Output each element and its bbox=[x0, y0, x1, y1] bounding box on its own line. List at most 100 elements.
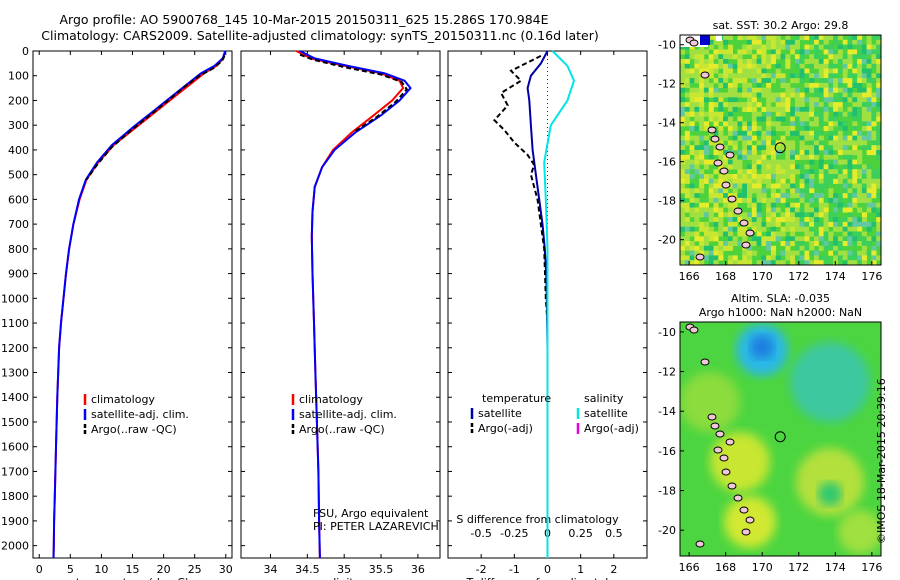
map-cell bbox=[842, 250, 848, 256]
map-cell bbox=[718, 193, 724, 199]
map-cell bbox=[727, 164, 733, 170]
map-cell bbox=[852, 145, 858, 151]
map-cell bbox=[751, 150, 757, 156]
map-cell bbox=[809, 111, 815, 117]
map-cell bbox=[723, 159, 729, 165]
legend-label: Argo(-adj) bbox=[478, 422, 533, 435]
map-cell bbox=[823, 212, 829, 218]
map-cell bbox=[770, 39, 776, 45]
map-cell bbox=[852, 130, 858, 136]
map-cell bbox=[732, 221, 738, 227]
map-cell bbox=[871, 260, 877, 265]
map-cell bbox=[718, 207, 724, 213]
map-cell bbox=[756, 49, 762, 55]
map-cell bbox=[766, 59, 772, 65]
map-cell bbox=[742, 135, 748, 141]
map-y-tick-label: -10 bbox=[658, 39, 676, 52]
map-cell bbox=[756, 59, 762, 65]
map-cell bbox=[823, 197, 829, 203]
map-cell bbox=[861, 63, 867, 69]
map-cell bbox=[727, 202, 733, 208]
map-cell bbox=[804, 154, 810, 160]
map-cell bbox=[833, 78, 839, 84]
map-cell bbox=[823, 49, 829, 55]
map-cell bbox=[699, 87, 705, 93]
map-x-tick-label: 176 bbox=[861, 270, 882, 283]
map-cell bbox=[742, 121, 748, 127]
map-cell bbox=[794, 73, 800, 79]
map-cell bbox=[785, 102, 791, 108]
map-cell bbox=[694, 197, 700, 203]
map-cell bbox=[823, 73, 829, 79]
map-cell bbox=[703, 59, 709, 65]
series-line-argo-raw-qc- bbox=[299, 53, 409, 134]
map-cell bbox=[828, 106, 834, 112]
map-cell bbox=[718, 174, 724, 180]
map-island bbox=[689, 326, 699, 334]
map-cell bbox=[770, 106, 776, 112]
map-cell bbox=[804, 207, 810, 213]
map-cell bbox=[727, 159, 733, 165]
map-cell bbox=[876, 212, 881, 218]
map-cell bbox=[799, 102, 805, 108]
map-cell bbox=[794, 121, 800, 127]
map-cell bbox=[861, 73, 867, 79]
map-cell bbox=[790, 226, 796, 232]
map-cell bbox=[790, 164, 796, 170]
map-cell bbox=[751, 121, 757, 127]
map-cell bbox=[809, 150, 815, 156]
map-cell bbox=[861, 135, 867, 141]
map-cell bbox=[809, 159, 815, 165]
map-cell bbox=[785, 202, 791, 208]
map-cell bbox=[833, 130, 839, 136]
map-cell bbox=[780, 92, 786, 98]
map-cell bbox=[766, 82, 772, 88]
map-cell bbox=[747, 169, 753, 175]
map-cell bbox=[742, 59, 748, 65]
map-cell bbox=[814, 102, 820, 108]
x-tick-label-salinity: 0.25 bbox=[568, 527, 593, 540]
map-cell bbox=[684, 116, 690, 122]
map-cell bbox=[756, 174, 762, 180]
map-cell bbox=[723, 92, 729, 98]
map-cell bbox=[790, 130, 796, 136]
map-cell bbox=[699, 178, 705, 184]
map-cell bbox=[847, 231, 853, 237]
map-cell bbox=[842, 102, 848, 108]
map-cell bbox=[780, 197, 786, 203]
map-cell bbox=[814, 255, 820, 261]
map-cell bbox=[761, 226, 767, 232]
map-cell bbox=[794, 49, 800, 55]
map-cell bbox=[814, 130, 820, 136]
map-cell bbox=[842, 231, 848, 237]
map-cell bbox=[809, 145, 815, 151]
map-cell bbox=[861, 59, 867, 65]
map-cell bbox=[847, 174, 853, 180]
map-cell bbox=[742, 78, 748, 84]
map-cell bbox=[833, 116, 839, 122]
map-cell bbox=[809, 169, 815, 175]
map-cell bbox=[842, 140, 848, 146]
map-cell bbox=[723, 231, 729, 237]
map-cell bbox=[723, 39, 729, 45]
map-cell bbox=[804, 250, 810, 256]
map-cell bbox=[756, 212, 762, 218]
map-cell bbox=[680, 154, 686, 160]
map-cell bbox=[804, 82, 810, 88]
map-cell bbox=[799, 63, 805, 69]
map-cell bbox=[857, 87, 863, 93]
map-cell bbox=[814, 217, 820, 223]
map-cell bbox=[770, 236, 776, 242]
map-cell bbox=[747, 102, 753, 108]
map-cell bbox=[766, 260, 772, 265]
map-cell bbox=[833, 59, 839, 65]
map-cell bbox=[737, 154, 743, 160]
map-cell bbox=[751, 39, 757, 45]
map-cell bbox=[732, 178, 738, 184]
map-cell bbox=[804, 221, 810, 227]
y-tick-label: 1400 bbox=[1, 391, 29, 404]
map-cell bbox=[694, 63, 700, 69]
map-cell bbox=[876, 73, 881, 79]
map-cell bbox=[857, 116, 863, 122]
map-cell bbox=[866, 202, 872, 208]
